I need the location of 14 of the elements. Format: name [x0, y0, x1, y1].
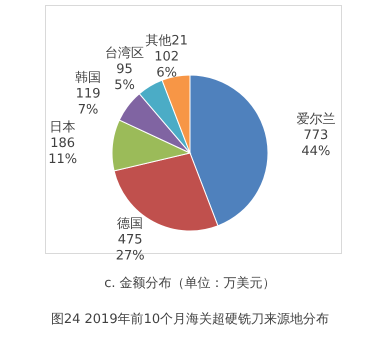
- data-label: 773 44%: [301, 128, 330, 159]
- slice-label: 其他21: [145, 33, 188, 48]
- data-label: 95 5%: [114, 61, 135, 92]
- data-label: 475 27%: [116, 232, 145, 264]
- text: c. 金额分布（单位：万美元）: [103, 275, 277, 292]
- slice-label: 日本: [50, 119, 76, 134]
- slice-label: 韩国: [75, 70, 102, 86]
- data-label: 102 6%: [154, 49, 180, 80]
- slice-label: 爱尔兰: [296, 112, 336, 127]
- data-label: 186 11%: [48, 135, 78, 166]
- data-label: 119 7%: [76, 86, 101, 118]
- slice-label: 德国: [117, 216, 144, 232]
- slice-label: 台湾区: [105, 44, 144, 60]
- caption: 图24 2019年前10个月海关超硬铣刀来源地分布: [50, 311, 330, 328]
